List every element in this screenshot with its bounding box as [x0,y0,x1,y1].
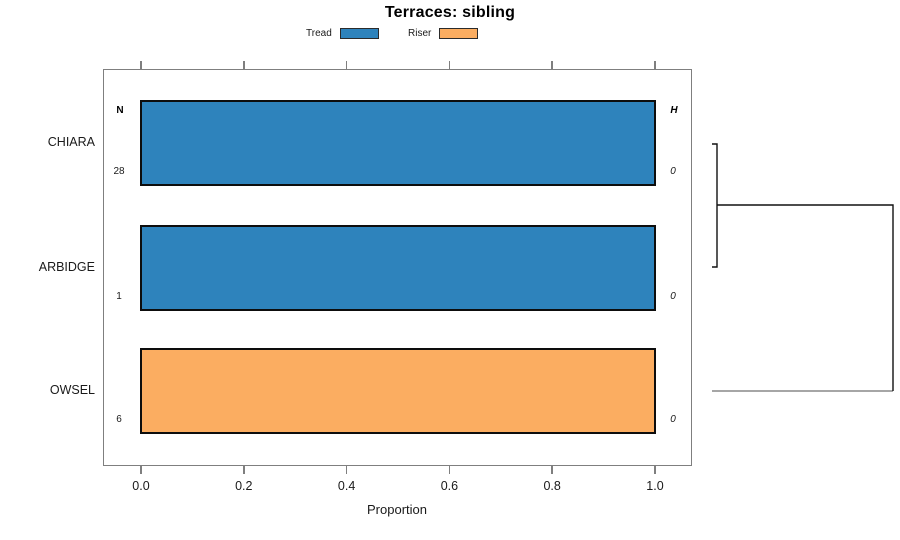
legend-label-tread: Tread [306,28,332,39]
x-axis-tick-top [140,61,142,69]
x-axis-tick-label: 0.6 [440,479,459,493]
n-value-owsel: 6 [116,414,122,425]
x-axis-tick-top [551,61,553,69]
n-value-arbidge: 1 [116,291,122,302]
x-axis-tick-bottom [551,466,553,474]
legend-item-riser: Riser [408,26,479,41]
n-column-header: N [116,105,124,116]
chart-title: Terraces: sibling [384,4,516,21]
bar-owsel [140,348,656,434]
bar-arbidge [140,225,656,311]
x-axis-label: Proportion [367,502,427,517]
dendrogram-second-merge-line [717,204,894,391]
dendrogram-first-merge-bracket [712,143,718,268]
x-axis-tick-label: 0.0 [132,479,150,493]
h-value-owsel: 0 [670,414,676,425]
x-axis-tick-top [345,61,348,69]
h-column-header: H [670,105,678,116]
x-axis-tick-label: 0.2 [235,479,253,493]
x-axis-tick-bottom [448,466,451,474]
category-label-arbidge: ARBIDGE [38,260,95,274]
x-axis-tick-top [243,61,245,69]
x-axis-tick-bottom [243,466,245,474]
x-axis-tick-label: 1.0 [646,479,664,493]
legend-swatch-riser [439,28,479,39]
category-label-owsel: OWSEL [49,383,95,397]
x-axis-tick-label: 0.8 [543,479,561,493]
x-axis-tick-bottom [140,466,142,474]
x-axis-tick-bottom [654,466,656,474]
category-label-chiara: CHIARA [47,135,95,149]
x-axis-tick-bottom [345,466,348,474]
legend-label-riser: Riser [408,28,432,39]
legend-item-tread: Tread [306,26,379,41]
bar-chiara [140,100,656,186]
x-axis-tick-top [448,61,451,69]
h-value-arbidge: 0 [670,291,676,302]
x-axis-tick-top [654,61,656,69]
h-value-chiara: 0 [670,166,676,177]
x-axis-tick-label: 0.4 [337,479,356,493]
legend-swatch-tread [339,28,379,39]
n-value-chiara: 28 [113,166,125,177]
